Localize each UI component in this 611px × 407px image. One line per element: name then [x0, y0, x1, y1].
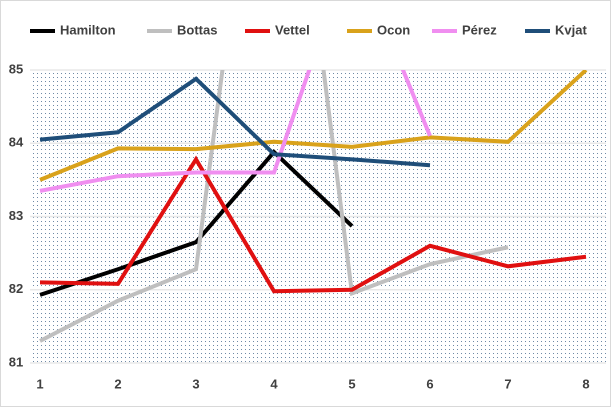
y-tick-label: 85 — [9, 61, 23, 76]
legend-label: Vettel — [275, 22, 310, 37]
series-line — [39, 76, 431, 168]
legend-label: Hamilton — [60, 22, 116, 37]
y-tick-label: 84 — [9, 135, 24, 150]
x-tick-label: 4 — [270, 376, 278, 391]
series-line — [39, 155, 587, 294]
x-tick-label: 8 — [582, 376, 589, 391]
legend-label: Kvjat — [555, 22, 587, 37]
x-tick-label: 6 — [426, 376, 433, 391]
x-tick-label: 7 — [504, 376, 511, 391]
x-tick-label: 5 — [348, 376, 355, 391]
y-tick-label: 81 — [9, 354, 23, 369]
series-line — [39, 149, 354, 297]
legend-label: Ocon — [377, 22, 410, 37]
x-tick-label: 2 — [114, 376, 121, 391]
series-line — [39, 70, 509, 343]
series-line — [39, 70, 432, 193]
legend-label: Bottas — [177, 22, 217, 37]
y-tick-label: 83 — [9, 208, 23, 223]
y-tick-label: 82 — [9, 281, 23, 296]
x-tick-label: 1 — [36, 376, 43, 391]
series-line — [39, 70, 588, 182]
x-tick-label: 3 — [192, 376, 199, 391]
legend-label: Pérez — [462, 22, 497, 37]
